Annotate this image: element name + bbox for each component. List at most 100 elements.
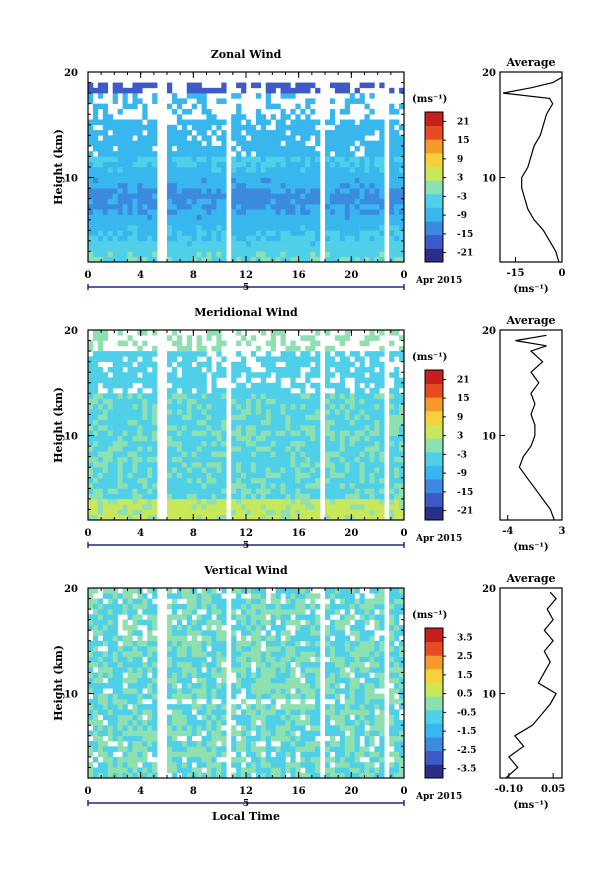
heatmap-cell	[255, 588, 262, 594]
heatmap-cell	[389, 403, 395, 410]
heatmap-cell	[389, 108, 395, 115]
heatmap-cell	[339, 483, 346, 489]
heatmap-cell	[206, 151, 212, 157]
heatmap-cell	[369, 366, 375, 373]
heatmap-cell	[300, 477, 306, 484]
heatmap-cell	[310, 98, 316, 104]
heatmap-cell	[354, 483, 360, 489]
heatmap-cell	[97, 219, 104, 226]
heatmap-cell	[285, 82, 291, 89]
heatmap-cell	[364, 103, 370, 110]
heatmap-cell	[137, 135, 143, 141]
heatmap-cell	[241, 698, 247, 705]
heatmap-cell	[97, 488, 104, 494]
heatmap-cell	[290, 130, 296, 136]
heatmap-cell	[290, 177, 296, 184]
heatmap-cell	[255, 477, 262, 484]
heatmap-cell	[290, 340, 296, 347]
heatmap-cell	[92, 651, 99, 657]
heatmap-cell	[196, 161, 202, 168]
heatmap-cell	[117, 87, 123, 94]
heatmap-cell	[354, 182, 360, 189]
heatmap-cell	[270, 398, 276, 405]
heatmap-cell	[142, 440, 148, 447]
heatmap-cell	[201, 377, 207, 384]
heatmap-cell	[112, 377, 118, 384]
heatmap-cell	[315, 504, 321, 510]
heatmap-cell	[310, 488, 316, 494]
colorbar	[425, 370, 443, 521]
heatmap-cell	[399, 509, 405, 516]
heatmap-cell	[122, 209, 128, 215]
heatmap-cell	[122, 198, 128, 205]
heatmap-cell	[369, 93, 375, 99]
heatmap-cell	[196, 198, 202, 205]
heatmap-cell	[389, 477, 395, 484]
heatmap-cell	[107, 251, 113, 258]
heatmap-cell	[186, 646, 192, 652]
heatmap-cell	[221, 82, 227, 89]
heatmap-cell	[359, 130, 365, 136]
heatmap-cell	[295, 188, 301, 194]
heatmap-cell	[132, 93, 138, 99]
heatmap-cell	[241, 488, 247, 494]
heatmap-cell	[102, 351, 109, 357]
heatmap-cell	[339, 393, 346, 399]
heatmap-cell	[315, 203, 321, 210]
heatmap-cell	[147, 425, 153, 431]
heatmap-cell	[399, 467, 405, 473]
heatmap-cell	[117, 130, 123, 136]
heatmap-cell	[92, 393, 99, 399]
heatmap-cell	[147, 646, 153, 652]
heatmap-cell	[394, 156, 400, 163]
heatmap-cell	[250, 193, 257, 199]
heatmap-cell	[334, 251, 341, 258]
heatmap-cell	[250, 214, 257, 221]
heatmap-cell	[349, 361, 355, 368]
heatmap-cell	[167, 619, 173, 626]
heatmap-cell	[186, 177, 192, 184]
heatmap-cell	[88, 388, 94, 394]
x-tick-label: 0	[401, 528, 408, 539]
heatmap-cell	[250, 240, 257, 247]
heatmap-cell	[196, 772, 202, 779]
heatmap-cell	[181, 225, 188, 231]
heatmap-cell	[231, 124, 237, 131]
heatmap-cell	[102, 135, 109, 141]
heatmap-cell	[196, 203, 202, 210]
heatmap-cell	[88, 514, 94, 521]
heatmap-cell	[216, 151, 222, 157]
heatmap-cell	[236, 446, 242, 452]
heatmap-cell	[260, 688, 267, 694]
heatmap-cell	[201, 661, 207, 668]
heatmap-cell	[186, 719, 192, 726]
heatmap-cell	[167, 767, 173, 774]
heatmap-cell	[344, 182, 350, 189]
heatmap-cell	[334, 435, 341, 442]
heatmap-cell	[196, 377, 202, 384]
heatmap-cell	[379, 477, 385, 484]
heatmap-cell	[186, 130, 192, 136]
heatmap-cell	[191, 246, 197, 252]
heatmap-cell	[329, 398, 336, 405]
heatmap-cell	[250, 609, 257, 615]
heatmap-cell	[354, 467, 360, 473]
heatmap-cell	[374, 161, 380, 168]
day-label: 5	[243, 283, 249, 293]
heatmap-cell	[295, 256, 301, 263]
heatmap-cell	[325, 425, 331, 431]
heatmap-cell	[246, 193, 252, 199]
heatmap-cell	[127, 630, 133, 636]
heatmap-cell	[97, 419, 104, 426]
heatmap-cell	[325, 504, 331, 510]
heatmap-cell	[102, 746, 109, 752]
heatmap-cell	[127, 382, 133, 389]
heatmap-cell	[241, 156, 247, 163]
heatmap-cell	[191, 772, 197, 779]
heatmap-cell	[171, 509, 178, 516]
heatmap-cell	[241, 230, 247, 236]
heatmap-cell	[265, 419, 271, 426]
heatmap-cell	[280, 246, 286, 252]
heatmap-cell	[280, 230, 286, 236]
heatmap-cell	[216, 361, 222, 368]
